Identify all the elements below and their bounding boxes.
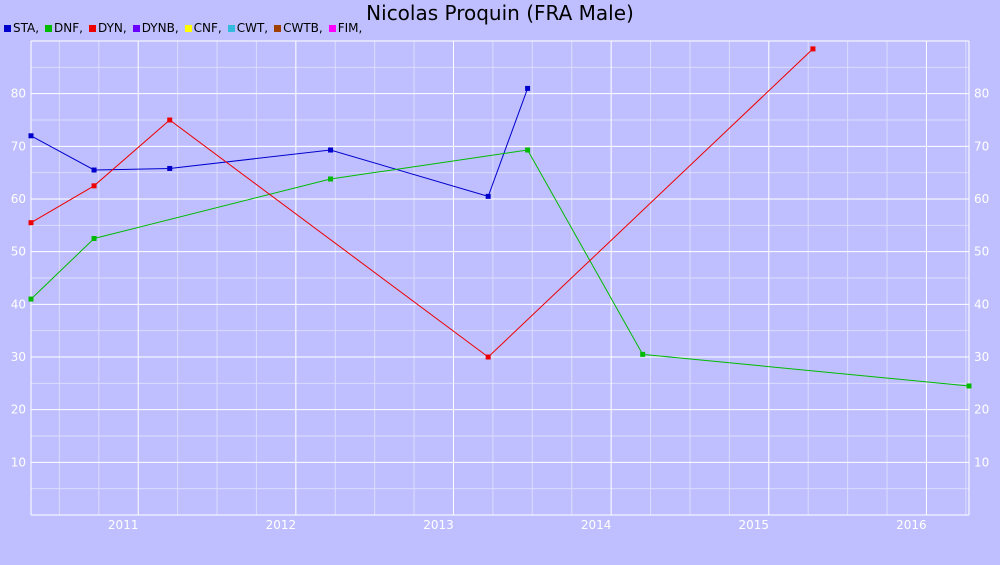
- legend-item: CWT,: [227, 21, 269, 35]
- legend-item: CNF,: [184, 21, 222, 35]
- data-point-dnf: [91, 236, 97, 241]
- axes: [30, 41, 970, 516]
- y-tick-label-left: 80: [11, 87, 26, 101]
- y-tick-label-right: 80: [974, 87, 989, 101]
- legend-label: FIM,: [337, 21, 363, 35]
- grid: [31, 40, 969, 515]
- x-tick-label: 2012: [266, 518, 297, 532]
- data-point-sta: [485, 193, 491, 199]
- x-tick-label: 2013: [423, 518, 454, 532]
- data-point-dyn: [485, 354, 491, 360]
- x-tick-label: 2015: [739, 518, 770, 532]
- y-tick-label-left: 30: [11, 350, 26, 364]
- legend-label: DYN,: [97, 21, 127, 35]
- y-tick-label-right: 50: [974, 245, 989, 259]
- x-tick-label: 2014: [581, 518, 612, 532]
- data-point-dyn: [810, 46, 816, 52]
- y-tick-label-right: 30: [974, 350, 989, 364]
- data-point-sta: [91, 167, 97, 173]
- legend-label: DNF,: [54, 21, 83, 35]
- y-tick-label-left: 10: [11, 455, 26, 469]
- legend-item: DYN,: [88, 21, 127, 35]
- data-point-dyn: [91, 183, 97, 189]
- tick-labels: 10 10 20 20 30 30 40 40 50 50 60 60 70 70 80 80 2011 2012…: [11, 87, 990, 532]
- legend-swatch: [184, 24, 192, 32]
- data-point-dnf: [966, 383, 972, 389]
- y-tick-label-left: 70: [11, 139, 26, 153]
- data-point-sta: [167, 165, 173, 171]
- data-point-dyn: [28, 220, 34, 226]
- y-tick-label-left: 20: [11, 403, 26, 417]
- legend-swatch: [45, 24, 53, 32]
- y-tick-label-right: 10: [974, 455, 989, 469]
- chart-title: Nicolas Proquin (FRA Male): [366, 1, 634, 25]
- legend: STA, DNF, DYN, DYNB, CNF, CWT, CWTB, FIM,: [4, 21, 368, 35]
- legend-item: DNF,: [45, 21, 83, 35]
- data-point-sta: [328, 147, 334, 153]
- y-tick-label-left: 40: [11, 297, 26, 311]
- series-line-dnf: [30, 149, 970, 387]
- legend-item: STA,: [4, 21, 39, 35]
- x-tick-label: 2016: [896, 518, 927, 532]
- series-line-dyn: [30, 48, 814, 358]
- legend-item: FIM,: [328, 21, 363, 35]
- series-line-sta: [30, 88, 529, 198]
- legend-label: CWTB,: [283, 21, 323, 35]
- legend-swatch: [132, 24, 140, 32]
- data-point-dnf: [640, 351, 646, 357]
- y-tick-label-right: 40: [974, 297, 989, 311]
- x-tick-label: 2011: [108, 518, 139, 532]
- legend-swatch: [227, 24, 235, 32]
- legend-label: CNF,: [193, 21, 222, 35]
- data-point-sta: [28, 133, 34, 139]
- legend-item: DYNB,: [132, 21, 179, 35]
- y-tick-label-left: 60: [11, 192, 26, 206]
- legend-swatch: [274, 24, 282, 32]
- data-point-dnf: [28, 296, 34, 302]
- data-point-dnf: [328, 176, 334, 182]
- y-tick-label-right: 20: [974, 403, 989, 417]
- y-tick-label-left: 50: [11, 245, 26, 259]
- y-tick-label-right: 60: [974, 192, 989, 206]
- legend-label: CWT,: [236, 21, 269, 35]
- legend-label: DYNB,: [141, 21, 179, 35]
- y-tick-label-right: 70: [974, 139, 989, 153]
- data-point-dnf: [525, 147, 531, 153]
- legend-swatch: [328, 24, 336, 32]
- legend-label: STA,: [13, 21, 40, 35]
- legend-swatch: [88, 24, 96, 32]
- series-lines: [28, 46, 972, 389]
- legend-item: CWTB,: [274, 21, 323, 35]
- legend-swatch: [4, 24, 11, 32]
- data-point-sta: [525, 85, 531, 91]
- data-point-dyn: [167, 117, 173, 123]
